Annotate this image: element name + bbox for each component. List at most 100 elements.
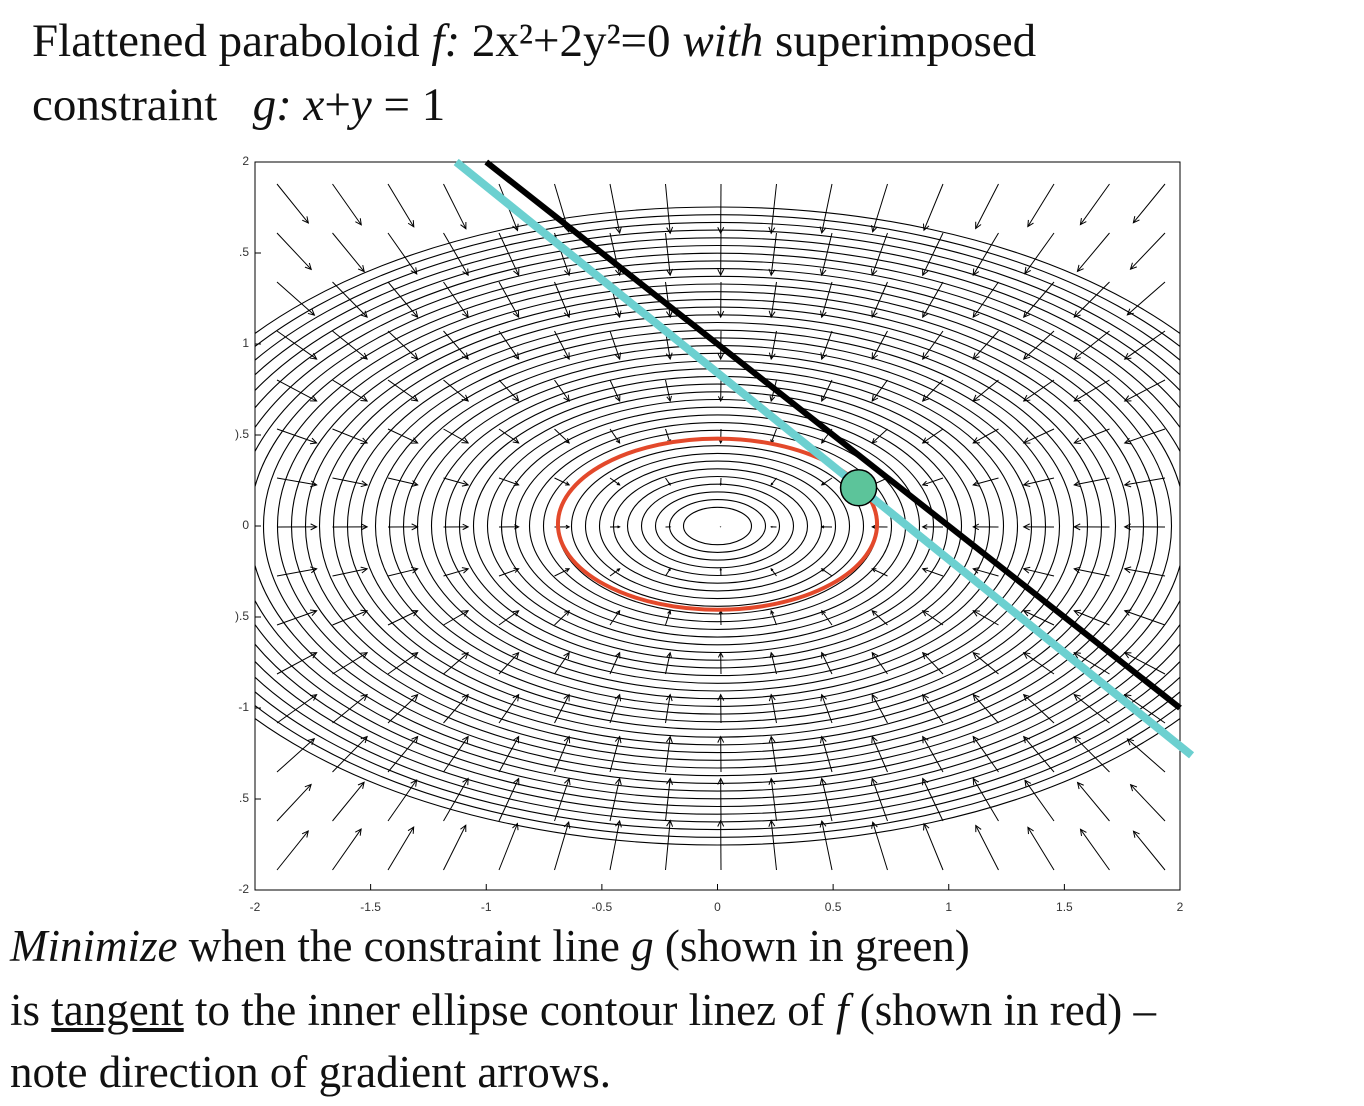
arrow-head (972, 352, 980, 360)
arrow-head (768, 735, 776, 744)
arrow-head (819, 777, 827, 786)
arrow-head (615, 609, 621, 616)
arrow-head (923, 822, 930, 831)
arrow-head (769, 395, 776, 403)
arrow-head (717, 268, 725, 277)
arrow-head (1123, 652, 1132, 659)
arrow-head (975, 221, 982, 230)
arrow-head (563, 651, 570, 660)
title-text: Flattened paraboloid (32, 15, 432, 67)
gradient-arrow (922, 330, 944, 360)
contour-line (626, 475, 809, 577)
gradient-arrow (387, 330, 418, 360)
arrow-head (563, 394, 570, 402)
contour-line (612, 468, 823, 584)
gradient-arrow (609, 183, 621, 234)
gradient-arrow (871, 778, 888, 822)
title-text: with (682, 15, 764, 67)
arrow-head (972, 651, 980, 660)
gradient-arrow (1124, 610, 1166, 626)
caption-line: is tangent to the inner ellipse contour … (10, 988, 1156, 1033)
arrow-head (1073, 480, 1081, 488)
arrow-head (307, 308, 316, 316)
x-tick-label: -1 (481, 900, 492, 914)
gradient-arrow (770, 281, 777, 318)
gradient-arrow (922, 477, 944, 486)
arrow-head (871, 651, 879, 660)
frame (254, 161, 1181, 891)
gradient-arrow (387, 694, 419, 724)
arrow-head (512, 651, 520, 660)
gradient-arrow (498, 736, 520, 773)
gradient-arrow (975, 825, 999, 871)
arrow-head (410, 394, 419, 402)
arrow-head (614, 651, 621, 659)
arrow-head (666, 268, 673, 277)
gradient-arrow (871, 428, 888, 444)
gradient-arrow (387, 477, 418, 486)
gradient-arrow (276, 330, 317, 360)
arrow-head (1073, 735, 1081, 744)
arrow-head (972, 693, 980, 702)
arrow-head (615, 438, 621, 444)
gradient-arrow (972, 281, 999, 318)
gradient-arrow (443, 694, 469, 724)
contour-line (290, 291, 1145, 761)
gradient-arrow (1073, 736, 1110, 773)
contour-line (255, 245, 1180, 807)
arrow-head (461, 567, 470, 574)
arrow-head (1073, 523, 1081, 531)
arrow-head (462, 310, 469, 319)
arrow-head (717, 819, 725, 827)
gradient-arrow (1126, 281, 1166, 316)
gradient-arrow (443, 825, 467, 871)
gradient-arrow (1023, 428, 1055, 444)
gradient-arrow (332, 477, 368, 486)
gradient-arrow (498, 778, 520, 822)
arrow-head (1126, 308, 1134, 316)
arrow-head (410, 267, 418, 275)
gradient-arrow (1023, 281, 1055, 318)
arrow-head (717, 310, 725, 319)
y-tick-label: -2 (238, 882, 249, 896)
gradient-arrow (1023, 610, 1055, 626)
y-tick-label: -1 (238, 700, 249, 714)
arrow-head (770, 482, 774, 486)
gradient-arrow (443, 183, 467, 229)
gradient-arrow (387, 183, 415, 228)
tangent-point (839, 469, 878, 507)
gradient-arrow (276, 183, 309, 224)
arrow-head (564, 777, 571, 786)
arrow-head (304, 262, 313, 271)
gradient-arrow (332, 330, 368, 360)
gradient-arrow (276, 784, 312, 822)
gradient-arrow (665, 379, 671, 402)
arrow-head (717, 396, 724, 403)
arrow-head (871, 568, 877, 573)
arrow-head (921, 651, 930, 660)
contour-line (255, 206, 1180, 846)
arrow-head (871, 437, 878, 444)
arrow-head (411, 566, 419, 574)
arrow-head (616, 568, 621, 572)
gradient-arrow (554, 330, 570, 360)
arrow-head (871, 693, 878, 702)
arrow-head (411, 523, 419, 531)
gradient-arrow (1074, 568, 1110, 577)
arrow-head (1123, 480, 1132, 488)
arrow-head (355, 828, 362, 836)
gradient-arrow (871, 736, 888, 773)
contour-line (402, 352, 1033, 700)
gradient-arrow (276, 281, 315, 316)
gradient-arrow (922, 778, 944, 822)
arrow-head (975, 824, 982, 833)
arrow-head (1022, 735, 1031, 744)
contour-line (458, 383, 977, 669)
contour-line (255, 268, 1180, 784)
arrow-head (410, 779, 418, 787)
gradient-arrow (443, 778, 469, 822)
gradient-arrow (821, 694, 833, 724)
contour-line (276, 283, 1159, 769)
gradient-arrow (443, 281, 469, 318)
